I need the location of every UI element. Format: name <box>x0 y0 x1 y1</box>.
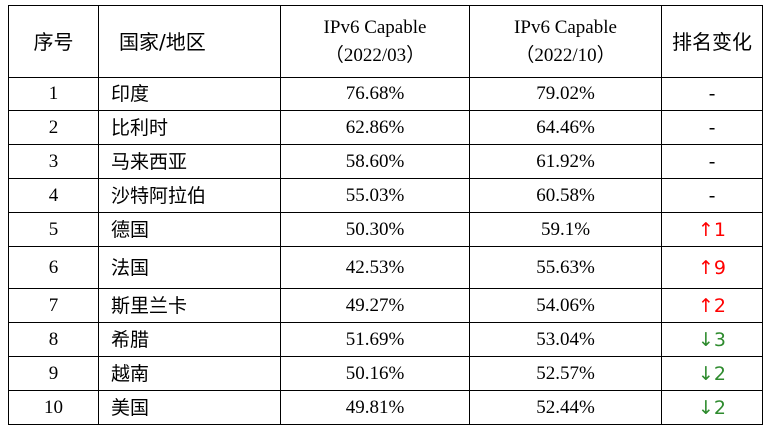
table-row: 9 越南 50.16% 52.57% ↓2 <box>8 356 763 391</box>
cell-index: 9 <box>8 356 99 391</box>
cell-country: 比利时 <box>98 110 281 145</box>
header-march-2022: IPv6 Capable （2022/03） <box>280 5 470 78</box>
cell-oct-value: 60.58% <box>469 178 662 213</box>
cell-index: 4 <box>8 178 99 213</box>
table-body: 1 印度 76.68% 79.02% -2 比利时 62.86% 64.46% -3 马来西亚 58… <box>8 77 763 425</box>
cell-country: 沙特阿拉伯 <box>98 178 281 213</box>
cell-country: 斯里兰卡 <box>98 288 281 323</box>
cell-march-value: 49.81% <box>280 390 470 425</box>
cell-index: 8 <box>8 322 99 357</box>
header-rank-change: 排名变化 <box>661 5 763 78</box>
header-country: 国家/地区 <box>98 5 281 78</box>
cell-country: 越南 <box>98 356 281 391</box>
cell-rank-change: - <box>661 178 763 213</box>
cell-rank-change: ↑1 <box>661 212 763 247</box>
cell-oct-value: 59.1% <box>469 212 662 247</box>
cell-index: 3 <box>8 144 99 179</box>
cell-index: 5 <box>8 212 99 247</box>
header-march-title: IPv6 Capable <box>323 16 427 38</box>
cell-march-value: 49.27% <box>280 288 470 323</box>
table-row: 10 美国 49.81% 52.44% ↓2 <box>8 390 763 425</box>
cell-index: 10 <box>8 390 99 425</box>
cell-index: 7 <box>8 288 99 323</box>
table-header: 序号 国家/地区 IPv6 Capable （2022/03） IPv6 Cap… <box>8 5 763 78</box>
table-row: 7 斯里兰卡 49.27% 54.06% ↑2 <box>8 288 763 323</box>
cell-country: 德国 <box>98 212 281 247</box>
cell-country: 美国 <box>98 390 281 425</box>
cell-rank-change: ↓2 <box>661 390 763 425</box>
table-row: 2 比利时 62.86% 64.46% - <box>8 110 763 145</box>
ipv6-ranking-table: 序号 国家/地区 IPv6 Capable （2022/03） IPv6 Cap… <box>8 5 763 425</box>
cell-march-value: 51.69% <box>280 322 470 357</box>
cell-oct-value: 52.57% <box>469 356 662 391</box>
cell-country: 印度 <box>98 77 281 111</box>
cell-oct-value: 54.06% <box>469 288 662 323</box>
cell-rank-change: - <box>661 77 763 111</box>
table-row: 1 印度 76.68% 79.02% - <box>8 77 763 111</box>
cell-march-value: 50.30% <box>280 212 470 247</box>
cell-march-value: 76.68% <box>280 77 470 111</box>
cell-march-value: 55.03% <box>280 178 470 213</box>
cell-rank-change: ↑2 <box>661 288 763 323</box>
cell-rank-change: ↓2 <box>661 356 763 391</box>
header-oct-2022: IPv6 Capable （2022/10） <box>469 5 662 78</box>
table-row: 5 德国 50.30% 59.1% ↑1 <box>8 212 763 247</box>
header-oct-date: （2022/10） <box>515 44 616 66</box>
cell-oct-value: 61.92% <box>469 144 662 179</box>
cell-index: 6 <box>8 246 99 289</box>
header-index: 序号 <box>8 5 99 78</box>
header-row: 序号 国家/地区 IPv6 Capable （2022/03） IPv6 Cap… <box>8 5 763 78</box>
cell-country: 法国 <box>98 246 281 289</box>
cell-index: 2 <box>8 110 99 145</box>
cell-rank-change: ↓3 <box>661 322 763 357</box>
cell-march-value: 58.60% <box>280 144 470 179</box>
cell-index: 1 <box>8 77 99 111</box>
cell-rank-change: - <box>661 144 763 179</box>
cell-march-value: 42.53% <box>280 246 470 289</box>
header-march-date: （2022/03） <box>324 44 426 66</box>
table-row: 8 希腊 51.69% 53.04% ↓3 <box>8 322 763 357</box>
table-row: 3 马来西亚 58.60% 61.92% - <box>8 144 763 179</box>
header-oct-title: IPv6 Capable <box>514 16 617 38</box>
cell-march-value: 62.86% <box>280 110 470 145</box>
table-row: 6 法国 42.53% 55.63% ↑9 <box>8 246 763 289</box>
cell-country: 马来西亚 <box>98 144 281 179</box>
cell-oct-value: 53.04% <box>469 322 662 357</box>
cell-rank-change: ↑9 <box>661 246 763 289</box>
cell-march-value: 50.16% <box>280 356 470 391</box>
cell-oct-value: 64.46% <box>469 110 662 145</box>
cell-oct-value: 79.02% <box>469 77 662 111</box>
cell-oct-value: 55.63% <box>469 246 662 289</box>
cell-oct-value: 52.44% <box>469 390 662 425</box>
cell-rank-change: - <box>661 110 763 145</box>
cell-country: 希腊 <box>98 322 281 357</box>
table-row: 4 沙特阿拉伯 55.03% 60.58% - <box>8 178 763 213</box>
